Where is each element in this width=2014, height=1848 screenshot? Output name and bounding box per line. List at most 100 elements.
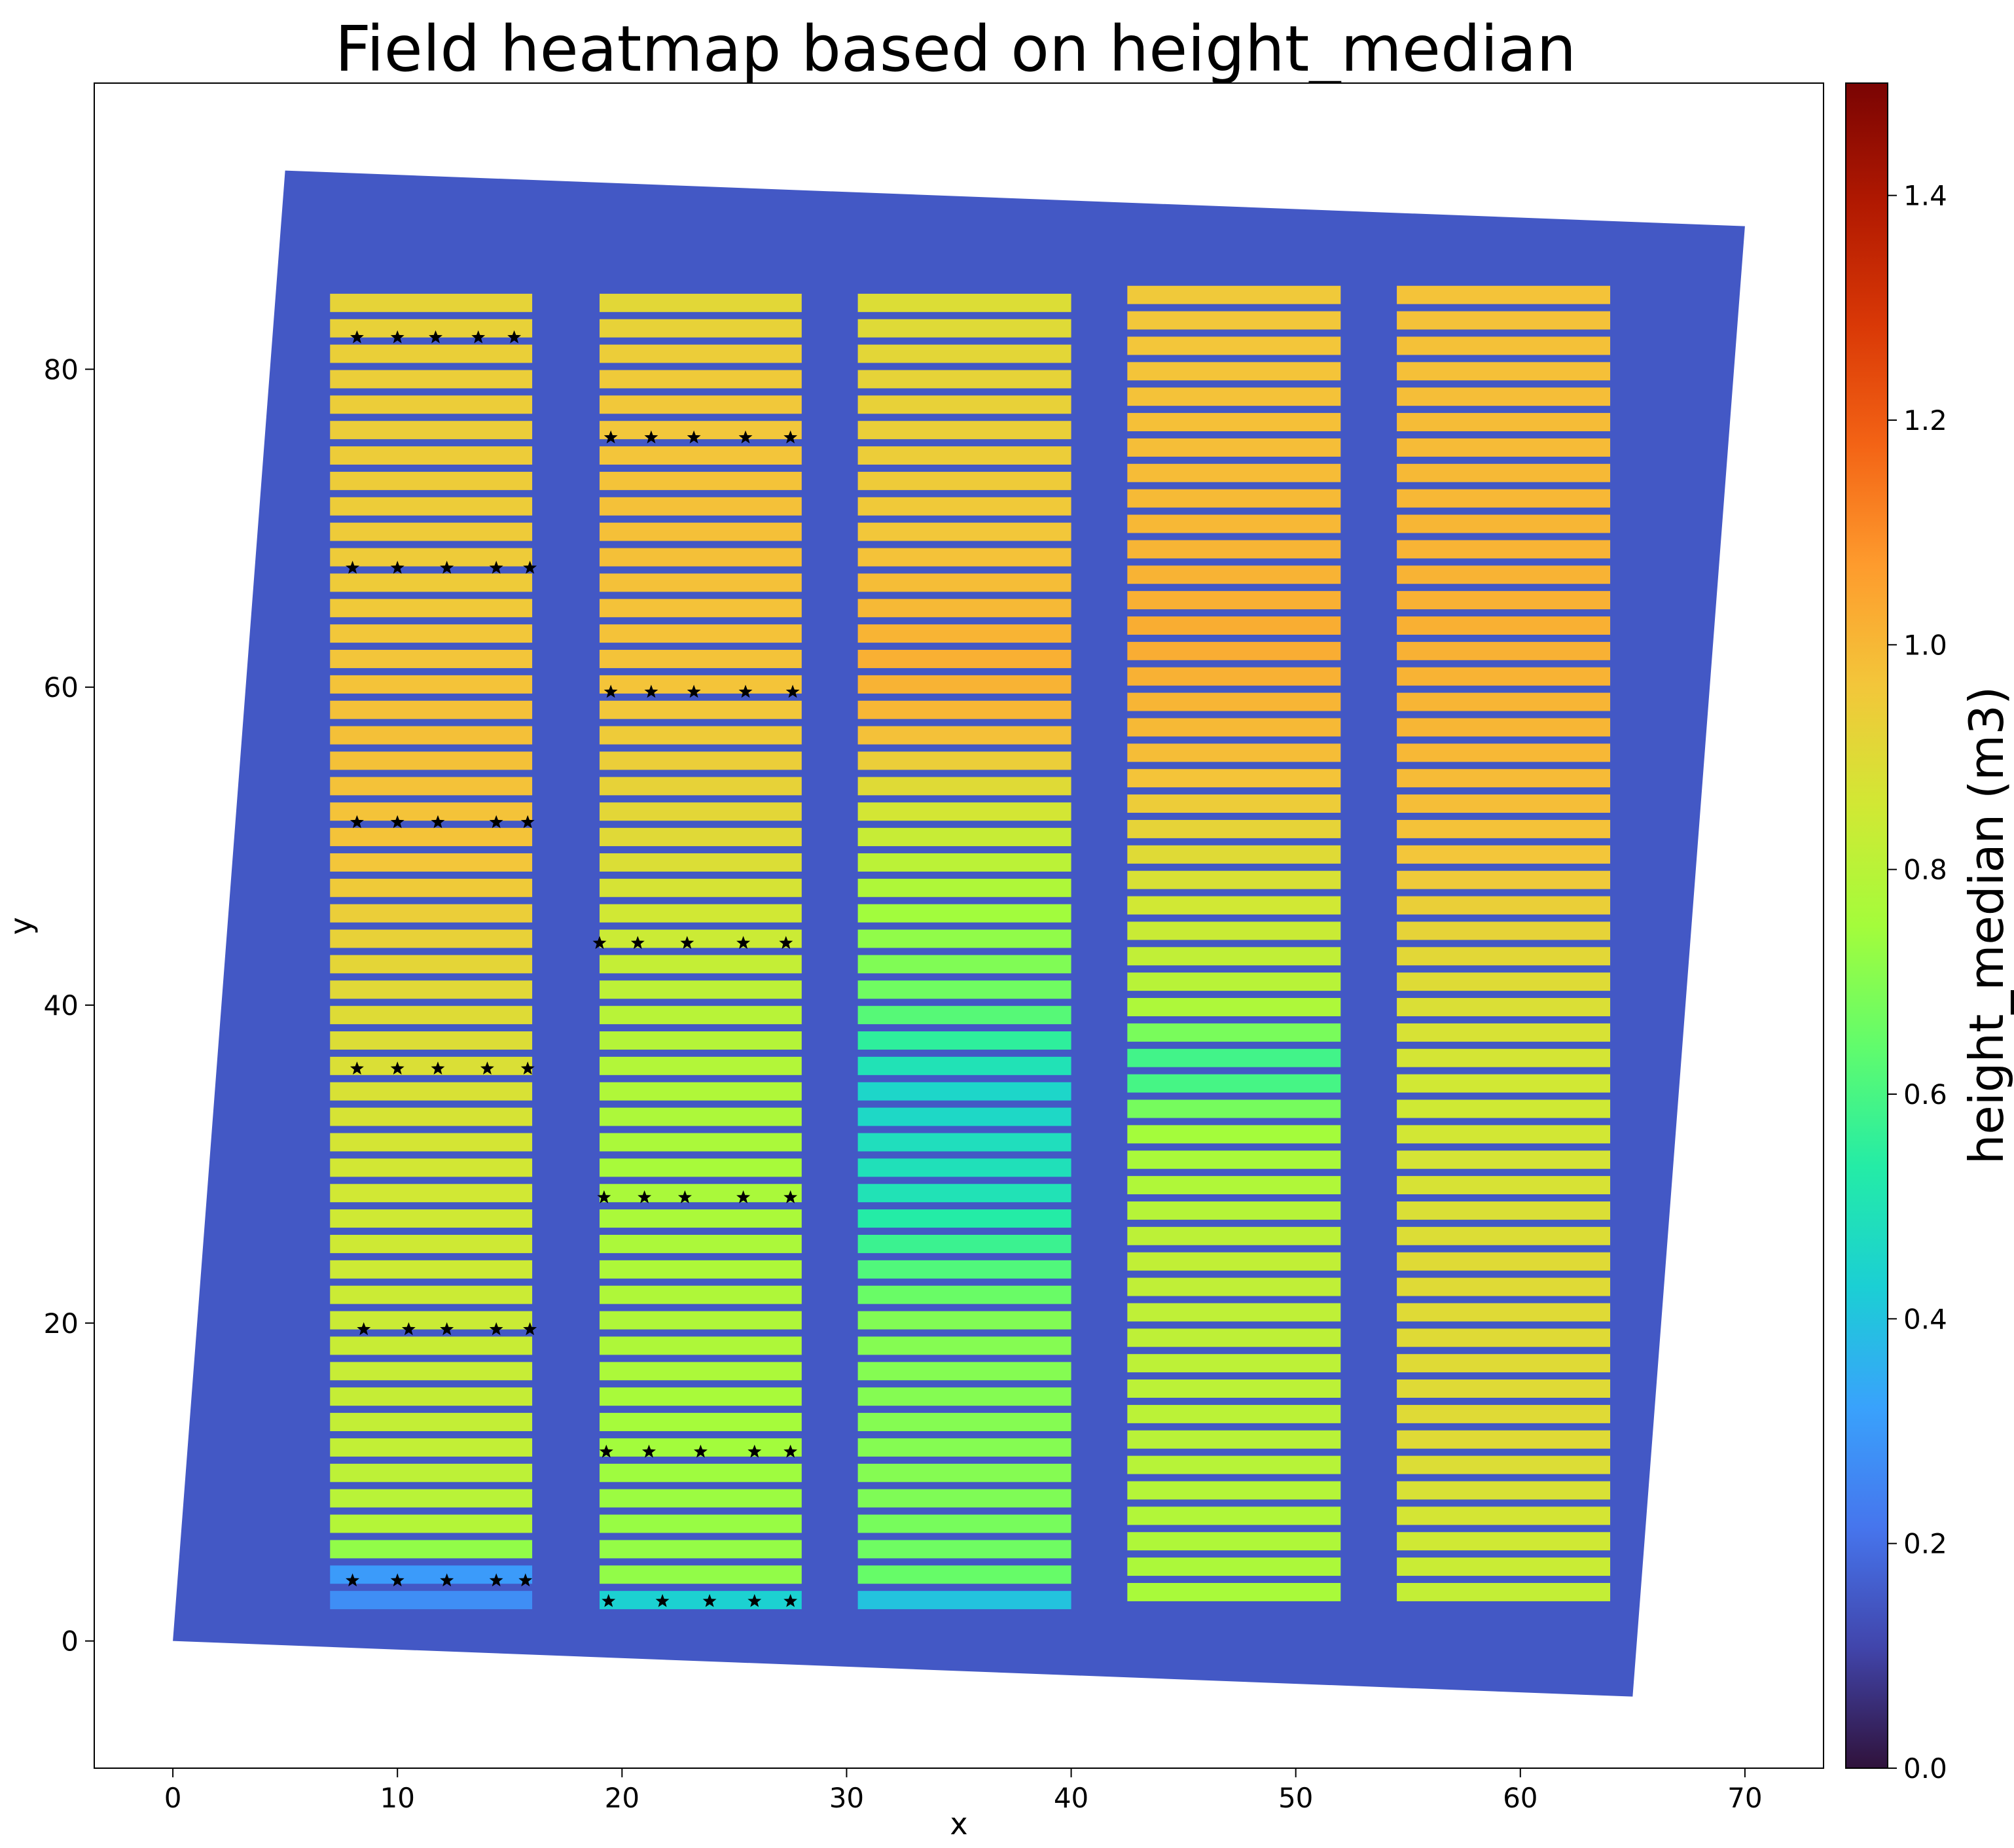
star-marker bbox=[431, 1061, 445, 1075]
plot-row-cell bbox=[1397, 387, 1611, 406]
plot-row-cell bbox=[857, 1260, 1071, 1279]
plot-row-cell bbox=[1127, 565, 1341, 584]
plot-row-cell bbox=[1397, 870, 1611, 889]
plot-row-cell bbox=[600, 395, 802, 414]
plot-row-cell bbox=[857, 497, 1071, 516]
plot-row-cell bbox=[1397, 311, 1611, 330]
plot-row-cell bbox=[600, 624, 802, 643]
star-marker bbox=[747, 1593, 762, 1607]
plot-row-cell bbox=[330, 1107, 533, 1126]
plot-row-cell bbox=[330, 522, 533, 541]
star-marker bbox=[350, 815, 364, 828]
plot-row-cell bbox=[857, 1438, 1071, 1457]
marker-layer bbox=[346, 330, 800, 1607]
star-marker bbox=[401, 1322, 416, 1336]
plot-row-cell bbox=[1127, 718, 1341, 737]
plot-row-cell bbox=[600, 802, 802, 821]
x-tick-label: 60 bbox=[1503, 1782, 1537, 1814]
plot-row-cell bbox=[330, 1184, 533, 1203]
plot-area bbox=[94, 82, 1824, 1769]
star-marker bbox=[702, 1593, 717, 1607]
plot-row-cell bbox=[857, 802, 1071, 821]
field-layer bbox=[173, 170, 1745, 1697]
plot-row-cell bbox=[600, 548, 802, 567]
plot-row-cell bbox=[1397, 1379, 1611, 1398]
star-marker bbox=[655, 1593, 670, 1607]
star-marker bbox=[599, 1444, 613, 1458]
colorbar-tick-label: 1.2 bbox=[1903, 404, 1947, 436]
star-marker bbox=[687, 430, 701, 444]
plot-column bbox=[857, 293, 1071, 1610]
plot-row-cell bbox=[600, 700, 802, 719]
plot-row-cell bbox=[330, 878, 533, 897]
plot-row-cell bbox=[330, 675, 533, 694]
x-axis-ticks: 0 10 20 30 40 50 60 70 bbox=[164, 1768, 1763, 1814]
plot-row-cell bbox=[600, 675, 802, 694]
plot-row-cell bbox=[1127, 1404, 1341, 1423]
plot-row-cell bbox=[600, 1336, 802, 1355]
star-marker bbox=[346, 560, 359, 574]
plot-row-cell bbox=[1127, 1201, 1341, 1220]
star-marker bbox=[602, 1593, 616, 1607]
plot-row-cell bbox=[1127, 998, 1341, 1016]
colorbar: 0.0 0.2 0.4 0.6 0.8 1.0 1.2 1.4 height_median (… bbox=[1845, 82, 2014, 1785]
y-tick-label: 60 bbox=[44, 671, 79, 703]
plot-row-cell bbox=[1127, 1150, 1341, 1169]
plot-row-cell bbox=[330, 1311, 533, 1330]
plot-row-cell bbox=[600, 421, 802, 440]
plot-row-cell bbox=[330, 700, 533, 719]
plot-row-cell bbox=[1127, 285, 1341, 304]
plot-row-cell bbox=[857, 1387, 1071, 1406]
star-marker bbox=[736, 1190, 751, 1203]
plot-row-cell bbox=[330, 497, 533, 516]
plot-row-cell bbox=[1397, 1481, 1611, 1500]
colorbar-label: height_median (m3) bbox=[1959, 686, 2014, 1164]
plot-row-cell bbox=[1397, 921, 1611, 940]
star-marker bbox=[738, 684, 753, 698]
plot-row-cell bbox=[857, 1362, 1071, 1381]
plot-row-cell bbox=[1127, 1023, 1341, 1042]
star-marker bbox=[603, 430, 618, 444]
plot-row-cell bbox=[1127, 616, 1341, 635]
plot-row-cell bbox=[330, 293, 533, 312]
plot-row-cell bbox=[600, 1184, 802, 1203]
plot-row-cell bbox=[330, 777, 533, 796]
plot-row-cell bbox=[1397, 1404, 1611, 1423]
plot-row-cell bbox=[600, 599, 802, 618]
star-marker bbox=[520, 1061, 535, 1075]
plot-row-cell bbox=[330, 726, 533, 745]
plot-row-cell bbox=[600, 1107, 802, 1126]
star-marker bbox=[779, 936, 793, 950]
plot-row-cell bbox=[1127, 1506, 1341, 1525]
plot-row-cell bbox=[857, 1463, 1071, 1482]
plot-row-cell bbox=[600, 1591, 802, 1610]
plot-row-cell bbox=[600, 1311, 802, 1330]
plot-row-cell bbox=[1127, 1176, 1341, 1195]
plot-row-cell bbox=[1127, 1379, 1341, 1398]
colorbar-tick-label: 0.4 bbox=[1903, 1303, 1947, 1335]
plot-row-cell bbox=[1397, 1125, 1611, 1144]
plot-row-cell bbox=[1397, 743, 1611, 762]
plot-row-cell bbox=[857, 751, 1071, 770]
star-marker bbox=[520, 815, 535, 828]
plot-row-cell bbox=[600, 497, 802, 516]
plot-row-cell bbox=[330, 1006, 533, 1025]
y-tick-label: 20 bbox=[44, 1307, 79, 1340]
star-marker bbox=[350, 1061, 364, 1075]
plot-row-cell bbox=[1397, 1023, 1611, 1042]
plot-row-cell bbox=[857, 1133, 1071, 1152]
x-tick-label: 50 bbox=[1278, 1782, 1313, 1814]
plot-row-cell bbox=[330, 802, 533, 821]
plot-row-cell bbox=[1397, 1201, 1611, 1220]
plot-row-cell bbox=[330, 1209, 533, 1228]
colorbar-tick-label: 0.8 bbox=[1903, 854, 1947, 886]
colorbar-tick-label: 0.6 bbox=[1903, 1078, 1947, 1111]
plot-row-cell bbox=[600, 1362, 802, 1381]
plot-row-cell bbox=[857, 1234, 1071, 1253]
plot-row-cell bbox=[1397, 947, 1611, 966]
plot-row-cell bbox=[1127, 1074, 1341, 1093]
star-marker bbox=[783, 1444, 798, 1458]
plot-row-cell bbox=[330, 1540, 533, 1559]
plot-row-cell bbox=[600, 1463, 802, 1482]
plot-row-cell bbox=[1397, 692, 1611, 711]
